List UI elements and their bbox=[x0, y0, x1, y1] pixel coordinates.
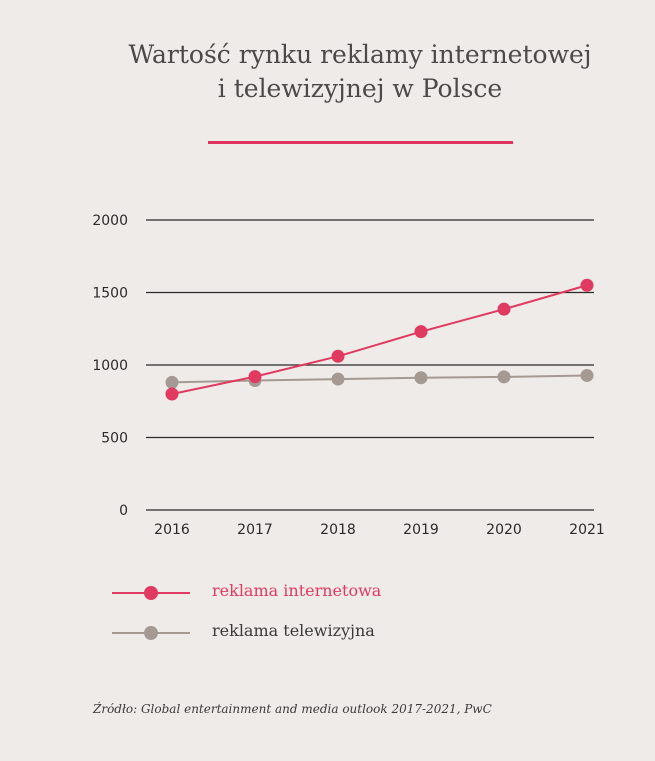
data-point bbox=[580, 278, 594, 292]
data-point bbox=[331, 349, 345, 363]
data-point bbox=[497, 302, 511, 316]
y-tick-labels: 0 500 1000 1500 2000 bbox=[92, 213, 128, 519]
y-tick-label: 0 bbox=[119, 503, 128, 519]
y-tick-label: 500 bbox=[101, 431, 128, 447]
x-tick-label: 2017 bbox=[237, 522, 273, 538]
data-point bbox=[165, 387, 179, 401]
data-point bbox=[331, 372, 345, 386]
x-tick-labels: 2016 2017 2018 2019 2020 2021 bbox=[154, 522, 605, 538]
x-tick-label: 2016 bbox=[154, 522, 190, 538]
data-point bbox=[414, 371, 428, 385]
x-tick-label: 2018 bbox=[320, 522, 356, 538]
chart-title: Wartość rynku reklamy internetowej i tel… bbox=[0, 38, 655, 106]
x-tick-label: 2019 bbox=[403, 522, 439, 538]
data-point bbox=[165, 375, 179, 389]
series-line-1 bbox=[171, 374, 588, 384]
legend-label-internet: reklama internetowa bbox=[212, 581, 382, 600]
legend-marker-tv bbox=[144, 626, 158, 640]
x-tick-label: 2020 bbox=[486, 522, 522, 538]
legend-item-internet: reklama internetowa bbox=[112, 576, 532, 616]
x-tick-label: 2021 bbox=[569, 522, 605, 538]
title-underline bbox=[208, 141, 513, 144]
source-note: Źródło: Global entertainment and media o… bbox=[93, 702, 492, 716]
y-tick-label: 1000 bbox=[92, 358, 128, 374]
y-tick-label: 2000 bbox=[92, 213, 128, 229]
grid-lines bbox=[146, 219, 594, 511]
data-point bbox=[497, 370, 511, 384]
legend-marker-internet bbox=[144, 586, 158, 600]
legend-label-tv: reklama telewizyjna bbox=[212, 621, 375, 640]
series-line-0 bbox=[171, 284, 588, 395]
data-point bbox=[248, 370, 262, 384]
data-point bbox=[580, 368, 594, 382]
series-group bbox=[165, 278, 594, 401]
legend: reklama internetowa reklama telewizyjna bbox=[112, 576, 532, 656]
legend-item-tv: reklama telewizyjna bbox=[112, 616, 532, 656]
chart-title-line-1: Wartość rynku reklamy internetowej bbox=[128, 40, 592, 69]
chart-title-line-2: i telewizyjnej w Polsce bbox=[217, 74, 503, 103]
data-point bbox=[414, 325, 428, 339]
y-tick-label: 1500 bbox=[92, 286, 128, 302]
